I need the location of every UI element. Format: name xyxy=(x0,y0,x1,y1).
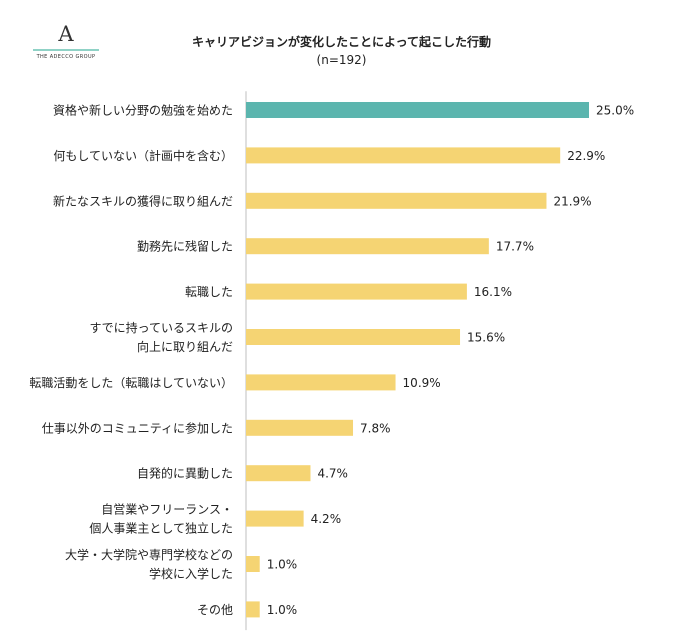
category-label-0-0: 資格や新しい分野の勉強を始めた xyxy=(53,103,233,118)
bar-6 xyxy=(246,374,396,391)
category-label-10-0: 大学・大学院や専門学校などの xyxy=(65,547,233,562)
bar-5 xyxy=(246,329,461,345)
category-label-3-0: 勤務先に残留した xyxy=(137,240,233,254)
bar-10 xyxy=(246,556,260,572)
category-label-7-0: 仕事以外のコミュニティに参加した xyxy=(42,420,233,435)
bar-11 xyxy=(246,601,260,618)
value-label-8: 4.7% xyxy=(317,467,348,481)
bar-1 xyxy=(246,147,561,164)
value-label-0: 25.0% xyxy=(596,104,634,118)
value-label-7: 7.8% xyxy=(360,421,391,435)
bar-2 xyxy=(246,192,547,209)
category-label-10-1: 学校に入学した xyxy=(149,566,233,581)
value-label-2: 21.9% xyxy=(553,194,591,208)
category-label-4-0: 転職した xyxy=(185,285,233,299)
bar-7 xyxy=(246,419,354,436)
category-label-5-0: すでに持っているスキルの xyxy=(89,320,233,335)
logo-mark: A xyxy=(58,22,74,46)
adecco-logo: A THE ADECCO GROUP xyxy=(30,22,102,66)
chart-title: キャリアビジョンが変化したことによって起こした行動 xyxy=(191,35,492,49)
bar-3 xyxy=(246,238,489,255)
category-label-6-0: 転職活動をした（転職はしていない） xyxy=(29,376,233,390)
value-label-9: 4.2% xyxy=(311,512,342,526)
value-label-11: 1.0% xyxy=(267,603,298,617)
category-label-5-1: 向上に取り組んだ xyxy=(137,339,233,354)
category-label-9-0: 自営業やフリーランス・ xyxy=(101,503,233,517)
category-label-2-0: 新たなスキルの獲得に取り組んだ xyxy=(53,193,233,208)
category-label-11-0: その他 xyxy=(197,603,233,617)
category-label-8-0: 自発的に異動した xyxy=(137,466,233,481)
value-label-1: 22.9% xyxy=(567,149,605,163)
value-label-6: 10.9% xyxy=(403,376,441,390)
bar-4 xyxy=(246,283,467,300)
logo-rule xyxy=(33,49,99,51)
value-label-5: 15.6% xyxy=(467,331,505,345)
value-label-3: 17.7% xyxy=(496,240,534,254)
bar-0 xyxy=(246,102,589,118)
bar-9 xyxy=(246,510,304,527)
chart-subtitle: (n=192) xyxy=(316,53,367,67)
category-label-9-1: 個人事業主として独立した xyxy=(89,521,233,536)
logo-text: THE ADECCO GROUP xyxy=(36,54,96,60)
value-label-10: 1.0% xyxy=(267,558,298,572)
category-label-1-0: 何もしていない（計画中を含む） xyxy=(53,148,233,163)
value-label-4: 16.1% xyxy=(474,285,512,299)
bar-8 xyxy=(246,465,311,482)
